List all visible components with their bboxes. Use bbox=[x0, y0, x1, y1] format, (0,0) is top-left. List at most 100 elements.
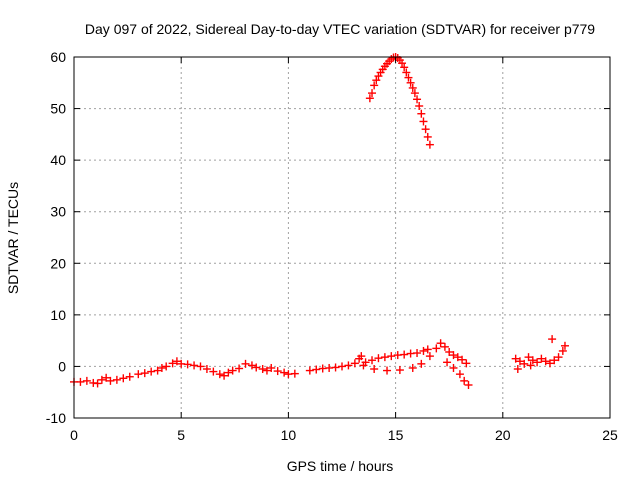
data-point bbox=[153, 366, 162, 375]
data-point bbox=[415, 101, 424, 110]
data-point bbox=[402, 68, 411, 77]
data-point bbox=[560, 341, 569, 350]
data-point bbox=[548, 335, 557, 344]
data-point bbox=[125, 372, 134, 381]
data-point bbox=[365, 94, 374, 103]
data-point bbox=[134, 370, 143, 379]
data-point bbox=[82, 376, 91, 385]
data-point bbox=[372, 76, 381, 85]
data-point bbox=[520, 359, 529, 368]
data-point bbox=[453, 353, 462, 362]
data-point bbox=[432, 344, 441, 353]
data-point bbox=[190, 361, 199, 370]
data-point bbox=[398, 59, 407, 68]
x-tick-label: 10 bbox=[281, 427, 297, 443]
data-point bbox=[545, 359, 554, 368]
data-point bbox=[380, 353, 389, 362]
data-point bbox=[440, 342, 449, 351]
data-point bbox=[413, 349, 422, 358]
data-point bbox=[554, 353, 563, 362]
y-tick-label: 20 bbox=[50, 255, 66, 271]
data-point bbox=[370, 365, 379, 374]
data-point bbox=[76, 377, 85, 386]
data-point bbox=[168, 359, 177, 368]
data-point bbox=[220, 371, 229, 380]
data-point bbox=[112, 375, 121, 384]
data-point bbox=[209, 367, 218, 376]
y-tick-label: 30 bbox=[50, 204, 66, 220]
y-tick-label: 0 bbox=[58, 358, 66, 374]
data-point bbox=[224, 368, 233, 377]
data-point bbox=[436, 339, 445, 348]
data-point bbox=[515, 357, 524, 366]
data-point bbox=[458, 355, 467, 364]
x-axis-label: GPS time / hours bbox=[287, 458, 394, 474]
data-point bbox=[413, 95, 422, 104]
data-point bbox=[421, 125, 430, 134]
data-point bbox=[267, 363, 276, 372]
data-point bbox=[423, 132, 432, 141]
y-tick-label: 40 bbox=[50, 152, 66, 168]
data-point bbox=[417, 359, 426, 368]
data-point bbox=[374, 354, 383, 363]
data-point bbox=[262, 366, 271, 375]
data-point bbox=[449, 351, 458, 360]
data-point bbox=[331, 363, 340, 372]
plot-frame bbox=[73, 56, 611, 419]
data-point bbox=[305, 366, 314, 375]
data-point bbox=[383, 366, 392, 375]
data-point bbox=[106, 376, 115, 385]
data-point bbox=[423, 345, 432, 354]
data-point bbox=[157, 363, 166, 372]
data-point bbox=[449, 363, 458, 372]
data-point bbox=[550, 356, 559, 365]
data-point bbox=[290, 369, 299, 378]
data-point bbox=[419, 346, 428, 355]
data-point bbox=[443, 358, 452, 367]
data-point bbox=[460, 376, 469, 385]
data-point bbox=[241, 359, 250, 368]
data-point bbox=[215, 370, 224, 379]
data-point bbox=[387, 352, 396, 361]
data-point bbox=[526, 361, 535, 370]
data-point bbox=[258, 365, 267, 374]
data-point bbox=[528, 356, 537, 365]
data-point bbox=[312, 365, 321, 374]
data-point bbox=[408, 363, 417, 372]
data-point bbox=[252, 363, 261, 372]
data-point bbox=[350, 359, 359, 368]
data-point bbox=[541, 357, 550, 366]
data-point bbox=[524, 353, 533, 362]
data-point bbox=[119, 374, 128, 383]
data-points bbox=[70, 53, 569, 389]
data-point bbox=[533, 358, 542, 367]
data-point bbox=[370, 81, 379, 90]
data-point bbox=[368, 89, 377, 98]
chart-title: Day 097 of 2022, Sidereal Day-to-day VTE… bbox=[85, 21, 595, 37]
data-point bbox=[513, 365, 522, 374]
data-point bbox=[445, 347, 454, 356]
data-point bbox=[406, 78, 415, 87]
data-point bbox=[280, 368, 289, 377]
data-point bbox=[247, 361, 256, 370]
data-point bbox=[359, 361, 368, 370]
x-tick-label: 15 bbox=[388, 427, 404, 443]
data-point bbox=[202, 365, 211, 374]
data-point bbox=[172, 357, 181, 366]
data-point bbox=[400, 63, 409, 72]
data-point bbox=[235, 364, 244, 373]
data-point bbox=[419, 117, 428, 126]
data-point bbox=[338, 362, 346, 371]
data-point bbox=[537, 354, 546, 363]
data-point bbox=[228, 366, 237, 375]
data-point bbox=[417, 109, 426, 118]
x-tick-label: 5 bbox=[177, 427, 185, 443]
data-point bbox=[357, 352, 366, 361]
data-point bbox=[196, 362, 205, 371]
data-point bbox=[368, 356, 377, 365]
data-point bbox=[455, 370, 464, 379]
data-point bbox=[425, 352, 434, 361]
data-point bbox=[97, 375, 106, 384]
data-point bbox=[425, 140, 434, 149]
